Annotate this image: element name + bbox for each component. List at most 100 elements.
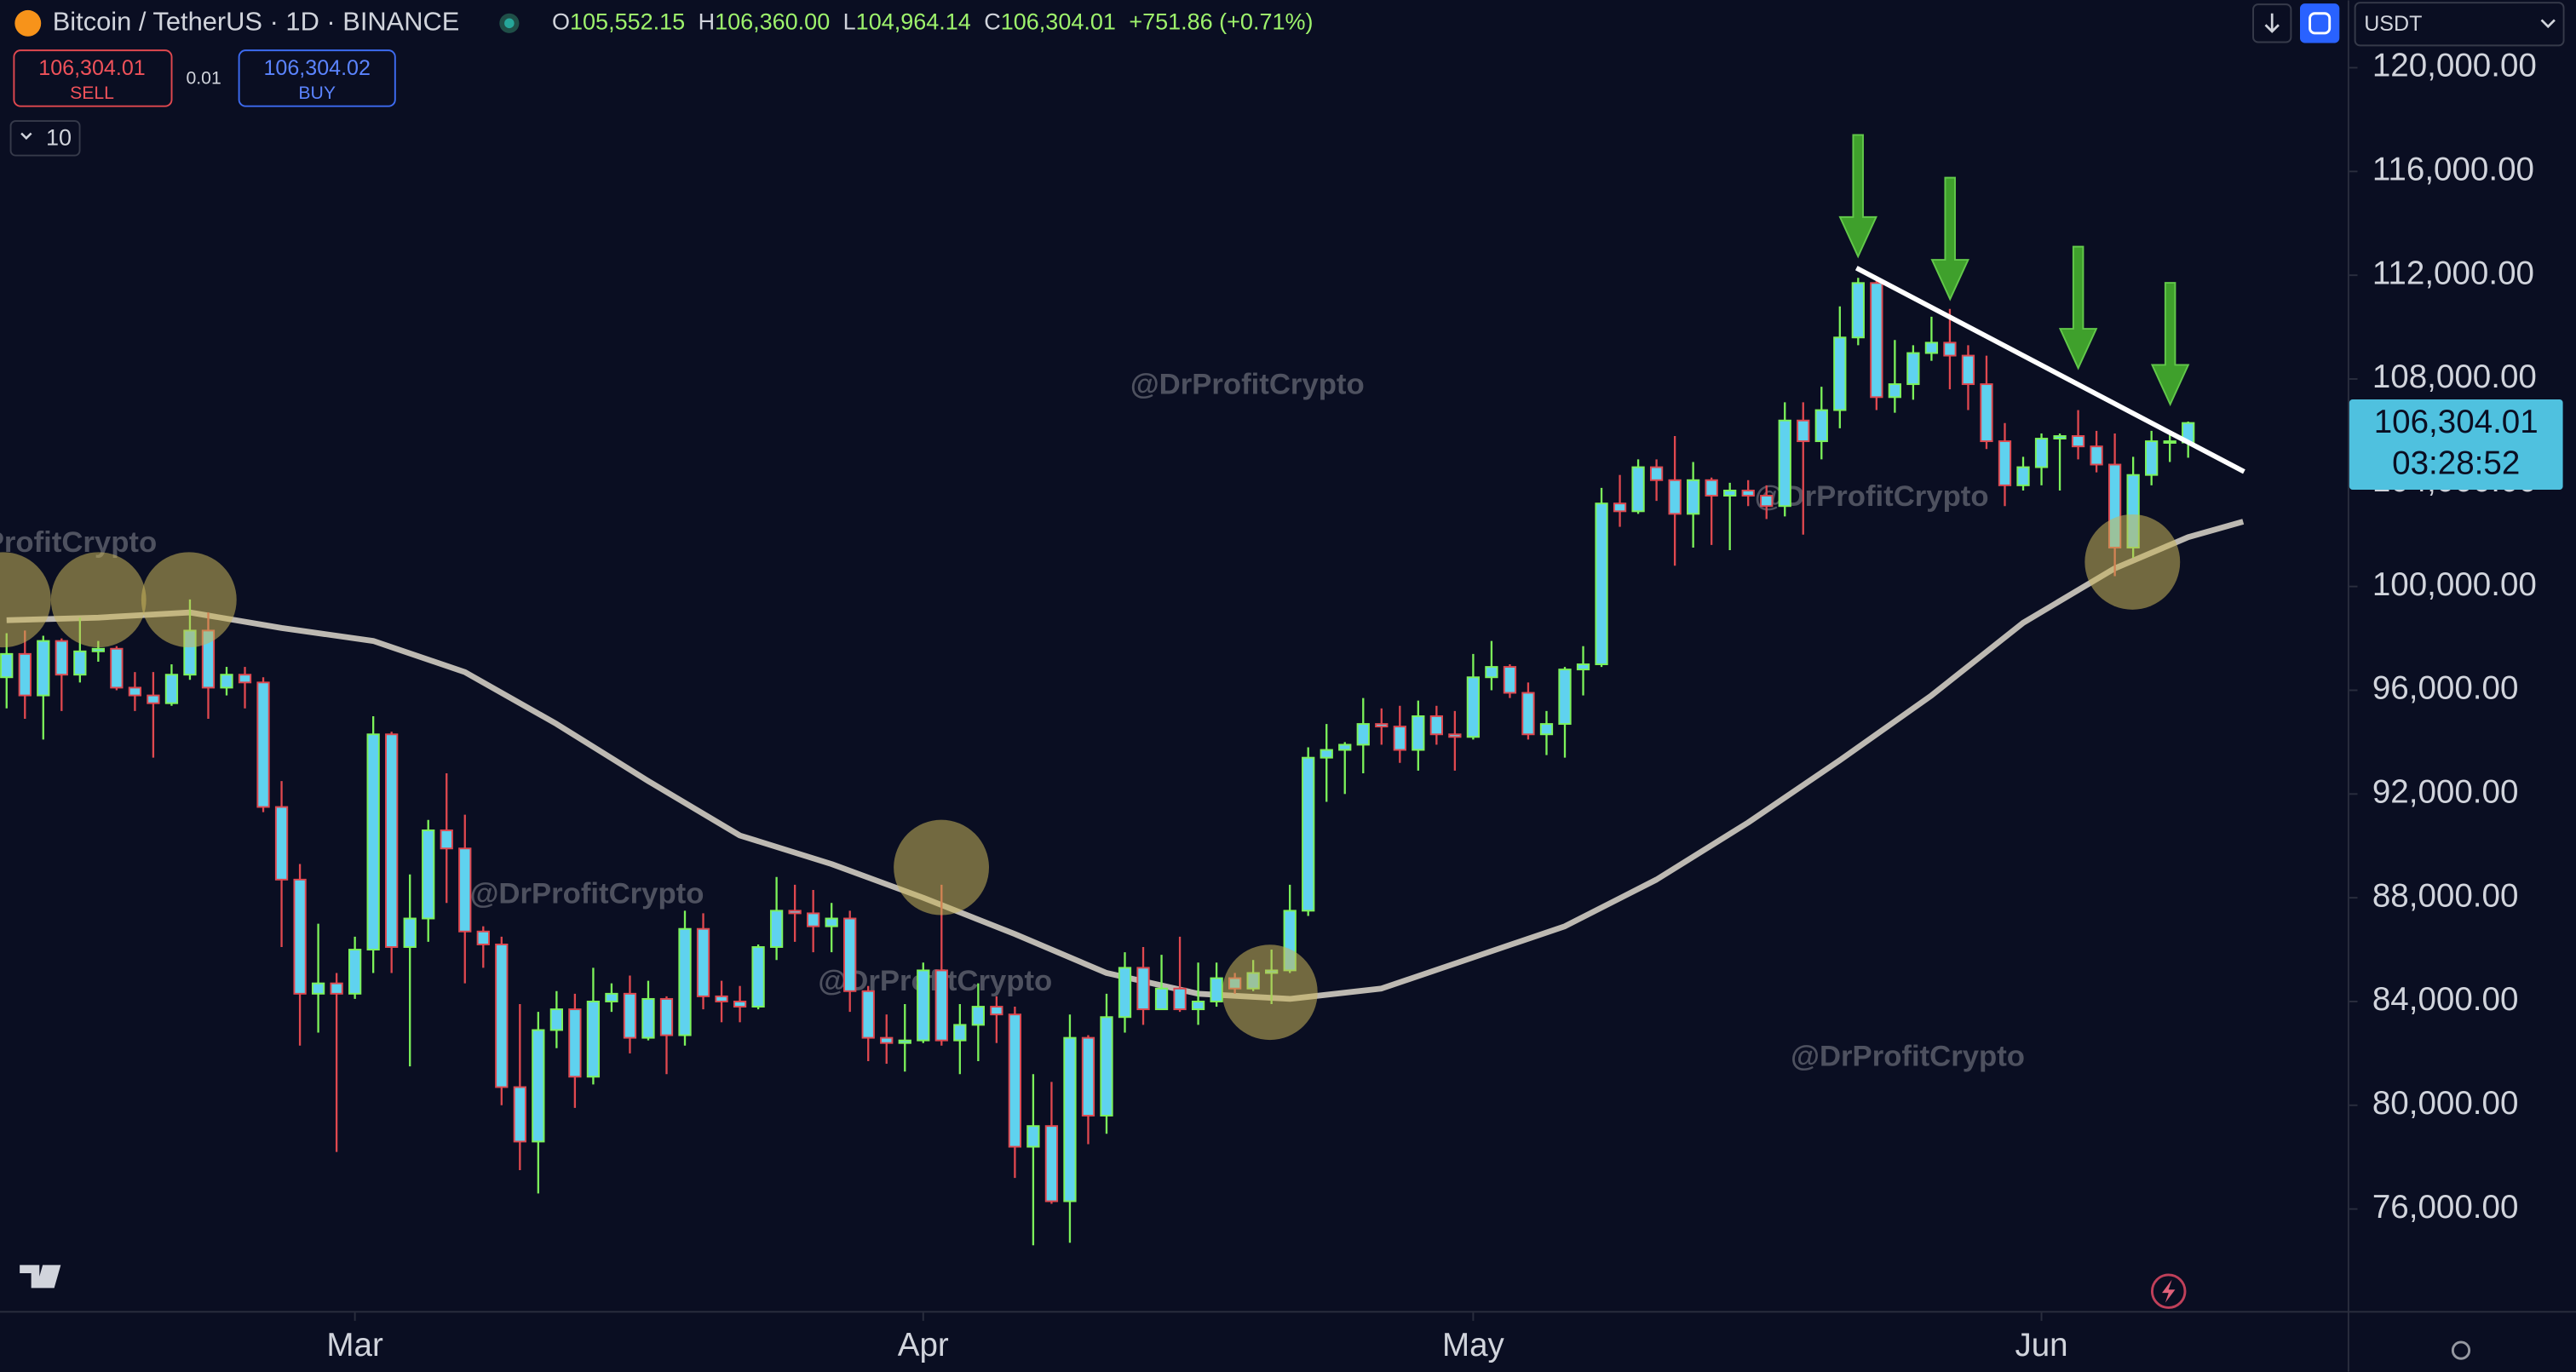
- candle-body: [1375, 723, 1389, 728]
- candle-body: [458, 847, 472, 933]
- y-tick-label: 92,000.00: [2372, 773, 2519, 810]
- candle-body: [1649, 466, 1664, 481]
- candle-body: [659, 997, 674, 1036]
- candle-body: [330, 982, 343, 995]
- candle-body: [1760, 495, 1774, 508]
- download-button[interactable]: [2252, 3, 2292, 43]
- candle-body: [18, 652, 32, 697]
- y-tick-label: 100,000.00: [2372, 566, 2537, 603]
- candle-body: [934, 969, 948, 1042]
- candle-body: [1026, 1125, 1040, 1148]
- candle-body: [293, 878, 307, 995]
- candle-body: [990, 1006, 1003, 1016]
- candle-body: [238, 674, 252, 684]
- spread: 0.01: [187, 69, 221, 89]
- symbol: Bitcoin / TetherUS · 1D · BINANCE: [53, 6, 460, 36]
- candle-body: [1631, 466, 1645, 513]
- candle-body: [1687, 479, 1700, 515]
- ohlc-value: 106,360.00: [715, 9, 830, 34]
- candle-body: [605, 992, 618, 1002]
- arrows: [1838, 134, 2190, 407]
- candle-body: [1154, 987, 1169, 1011]
- ohlc-key: H: [699, 9, 716, 34]
- candle-body: [147, 694, 160, 704]
- candle-body: [586, 1001, 601, 1078]
- sync-button[interactable]: [2300, 3, 2340, 43]
- candle-body: [1943, 342, 1957, 357]
- buy-button[interactable]: [238, 49, 396, 107]
- candle-body: [1191, 1001, 1205, 1011]
- candle-body: [549, 1008, 564, 1031]
- candle-body: [1100, 1016, 1113, 1117]
- watermark: @DrProfitCrypto: [470, 878, 704, 910]
- candle-body: [37, 640, 50, 697]
- candle-body: [73, 650, 87, 676]
- axes: 76,000.00 80,000.00 84,000.00 88,000.00 92,0…: [326, 48, 2536, 1363]
- highlight: [2084, 514, 2181, 610]
- candle-body: [0, 652, 14, 679]
- candle-body: [1356, 723, 1370, 746]
- candle-body: [1705, 479, 1718, 497]
- ohlc: O105,552.15 H106,360.00 L104,964.14 C106,30…: [552, 9, 1313, 34]
- candle-body: [1448, 733, 1462, 738]
- x-tick-label: Jun: [2015, 1327, 2067, 1363]
- candle-body: [807, 912, 820, 927]
- candle-body: [1063, 1036, 1077, 1203]
- arrow: [2058, 245, 2098, 370]
- watermark: @DrProfitCrypto: [1130, 369, 1365, 401]
- candle-body: [1906, 352, 1920, 386]
- candle-body: [1851, 282, 1865, 339]
- candle-body: [311, 982, 325, 995]
- candle-body: [403, 917, 417, 948]
- quantity-box[interactable]: [9, 120, 81, 157]
- highlight-circles: [0, 514, 2181, 1041]
- candle-body: [2071, 435, 2085, 448]
- candle-body: [2016, 466, 2030, 486]
- logo: [20, 1265, 61, 1289]
- ohlc-value: 105,552.15: [570, 9, 685, 34]
- candle-body: [1210, 977, 1223, 1002]
- y-tick-label: 84,000.00: [2372, 981, 2519, 1018]
- bolt-icon: [2162, 1279, 2176, 1303]
- candle-body: [1980, 383, 1993, 443]
- candle-body: [1814, 409, 1828, 443]
- highlight: [0, 552, 51, 648]
- currency-select[interactable]: [2354, 2, 2565, 47]
- candle-body: [256, 681, 270, 808]
- candle-body: [917, 969, 930, 1042]
- watermark: @DrProfitCrypto: [0, 526, 157, 559]
- candle-body: [1778, 419, 1791, 508]
- candle-body: [696, 927, 710, 997]
- settings-button[interactable]: [2451, 1340, 2471, 1360]
- y-tick-label: 108,000.00: [2372, 359, 2537, 395]
- candle-body: [348, 949, 362, 995]
- candle-body: [385, 733, 399, 948]
- candle-body: [953, 1024, 967, 1042]
- ohlc-key: L: [843, 9, 856, 34]
- ohlc-value: 104,964.14: [856, 9, 971, 34]
- candle-body: [110, 647, 124, 689]
- candle-body: [568, 1008, 582, 1078]
- candle-body: [1393, 726, 1406, 751]
- bolt-button[interactable]: [2150, 1273, 2187, 1309]
- candle-body: [164, 674, 179, 704]
- highlight: [1222, 944, 1318, 1041]
- candle-body: [495, 943, 509, 1088]
- candle-body: [1833, 336, 1847, 411]
- highlight: [50, 552, 147, 648]
- candle-body: [1961, 354, 1975, 386]
- ohlc-value: 106,304.01: [1001, 9, 1116, 34]
- sell-button[interactable]: [13, 49, 173, 107]
- candle-body: [898, 1039, 911, 1044]
- candle-body: [1503, 666, 1517, 694]
- candle-body: [1668, 479, 1682, 515]
- candle-body: [422, 829, 435, 920]
- candle-body: [1613, 502, 1627, 513]
- candle-body: [1870, 282, 1883, 399]
- candle-body: [769, 910, 784, 948]
- candle-body: [2053, 435, 2067, 440]
- candle-body: [220, 674, 233, 689]
- candle-body: [1118, 967, 1132, 1019]
